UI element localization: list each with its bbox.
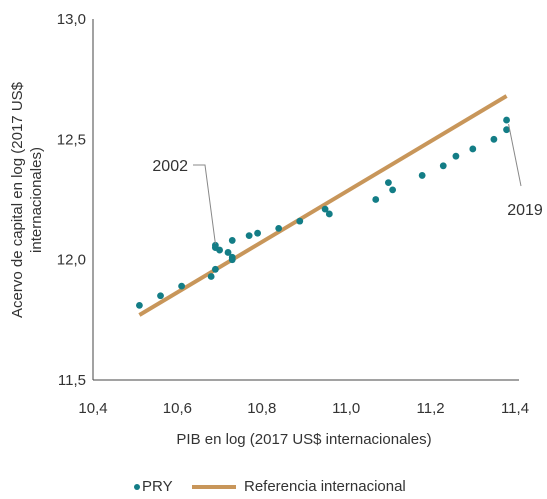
reference-line-series <box>138 94 508 317</box>
x-axis <box>92 19 519 381</box>
data-point <box>385 179 392 187</box>
data-point <box>245 232 253 240</box>
data-point <box>254 229 261 237</box>
data-point <box>490 135 498 143</box>
data-point <box>503 116 510 124</box>
legend-label-reference: Referencia internacional <box>244 478 406 495</box>
data-point <box>296 217 304 225</box>
y-tick-label: 11,5 <box>58 372 86 389</box>
data-point <box>228 237 236 244</box>
annotation-label-2019: 2019 <box>507 202 543 219</box>
legend: PRY Referencia internacional <box>0 478 547 499</box>
y-axis-title-line: internacionales) <box>28 147 45 253</box>
x-tick-label: 11,2 <box>417 400 445 417</box>
data-point <box>503 126 510 134</box>
annotations: 2002 2019 <box>152 123 543 244</box>
annotation-leader-2019 <box>508 123 522 187</box>
data-point <box>224 249 232 256</box>
y-axis-ticks: 11,5 12,0 12,5 13,0 <box>57 11 86 389</box>
data-point <box>372 196 380 203</box>
data-point <box>439 162 447 170</box>
data-point <box>207 273 215 280</box>
legend-label-pry: PRY <box>142 478 173 495</box>
reference-line <box>138 94 508 317</box>
data-point <box>228 256 236 264</box>
legend-marker-pry <box>134 484 140 491</box>
x-axis-ticks: 10,4 10,6 10,8 11,0 11,2 11,4 <box>78 400 529 417</box>
data-point <box>216 246 224 254</box>
data-point <box>321 205 329 213</box>
data-point <box>452 152 460 160</box>
data-point <box>136 301 143 309</box>
legend-item-pry: PRY <box>134 478 173 495</box>
data-point <box>389 186 397 194</box>
y-axis-title: Acervo de capital en log (2017 US$ intern… <box>9 81 45 318</box>
x-tick-label: 11,4 <box>501 400 529 417</box>
data-point <box>178 282 186 290</box>
scatter-chart: Acervo de capital en log (2017 US$ intern… <box>9 11 543 448</box>
y-tick-label: 12,0 <box>57 252 86 269</box>
annotation-leader-2002 <box>193 164 216 244</box>
legend-item-reference: Referencia internacional <box>192 478 406 495</box>
data-point <box>325 210 333 218</box>
y-tick-label: 12,5 <box>57 131 86 148</box>
y-tick-label: 13,0 <box>57 11 86 28</box>
x-tick-label: 10,4 <box>78 400 107 417</box>
pry-points-series <box>136 116 510 309</box>
data-point <box>275 224 283 232</box>
x-tick-label: 11,0 <box>332 400 360 417</box>
data-point <box>418 172 426 179</box>
x-tick-label: 10,8 <box>247 400 276 417</box>
data-point <box>157 292 164 300</box>
y-axis-title-line: Acervo de capital en log (2017 US$ <box>9 81 26 318</box>
x-axis-title: PIB en log (2017 US$ internacionales) <box>176 431 431 448</box>
legend-marker-reference <box>192 485 236 490</box>
x-tick-label: 10,6 <box>163 400 192 417</box>
data-point <box>469 145 477 153</box>
annotation-label-2002: 2002 <box>152 158 188 175</box>
data-point <box>211 265 219 273</box>
